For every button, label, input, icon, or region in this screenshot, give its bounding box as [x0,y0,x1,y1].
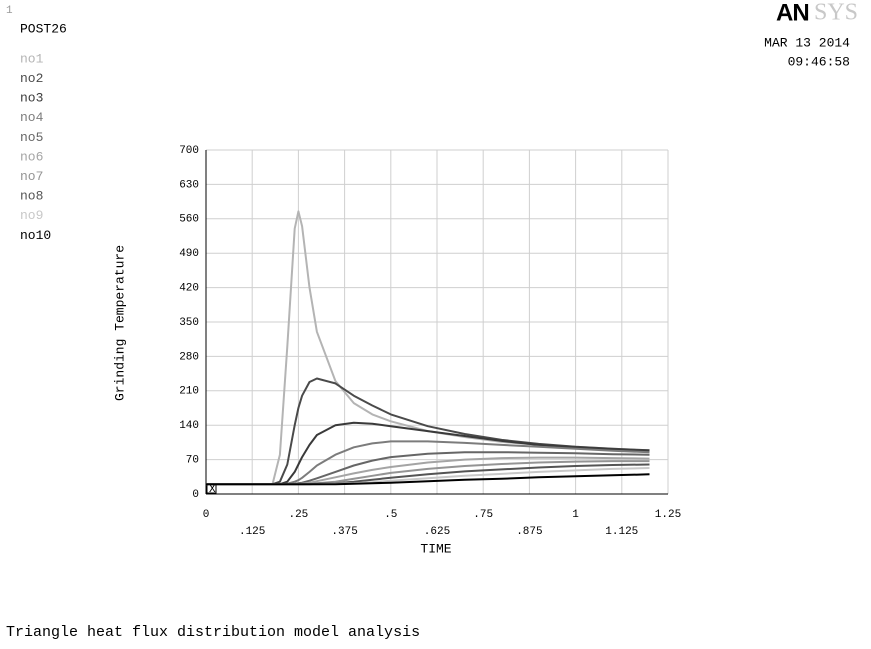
time: 09:46:58 [788,54,850,69]
y-tick-label: 420 [179,283,199,295]
window-number: 1 [6,5,13,17]
x-tick-label: 1.25 [655,509,681,521]
x-tick-label: 1 [572,509,579,521]
y-tick-label: 210 [179,386,199,398]
y-tick-label: 350 [179,317,199,329]
x-tick-label: 1.125 [605,526,638,538]
chart-title: POST26 [20,21,67,36]
y-tick-label: 560 [179,214,199,226]
legend-entry: no10 [20,228,51,243]
legend-entry: no6 [20,149,43,164]
y-tick-label: 700 [179,145,199,157]
legend-entry: no5 [20,130,43,145]
x-tick-label: .375 [331,526,357,538]
x-tick-label: .875 [516,526,542,538]
legend-entry: no2 [20,71,43,86]
data-line [206,473,650,486]
legend-entry: no7 [20,169,43,184]
y-axis-label: Grinding Temperature [112,245,127,401]
origin-marker-box [206,483,217,494]
y-tick-label: 140 [179,420,199,432]
legend-entry: no8 [20,189,43,204]
x-axis-label: TIME [420,541,451,556]
legend-entry: no9 [20,208,43,223]
y-tick-label: 70 [186,455,199,467]
legend-entry: no3 [20,91,43,106]
y-tick-label: 630 [179,179,199,191]
x-tick-label: .75 [473,509,493,521]
x-tick-label: 0 [203,509,210,521]
legend-entry: no4 [20,110,44,125]
origin-marker: X [209,484,216,496]
x-tick-label: .25 [288,509,308,521]
logo-bold: AN [776,0,809,26]
y-tick-label: 280 [179,351,199,363]
x-tick-label: .5 [384,509,397,521]
logo-light: SYS [814,0,858,26]
footer: Triangle heat flux distribution model an… [6,624,420,641]
x-tick-label: .625 [424,526,450,538]
y-tick-label: 490 [179,248,199,260]
legend-entry: no1 [20,51,44,66]
y-tick-label: 0 [192,489,199,501]
x-tick-label: .125 [239,526,265,538]
date: MAR 13 2014 [764,35,850,50]
